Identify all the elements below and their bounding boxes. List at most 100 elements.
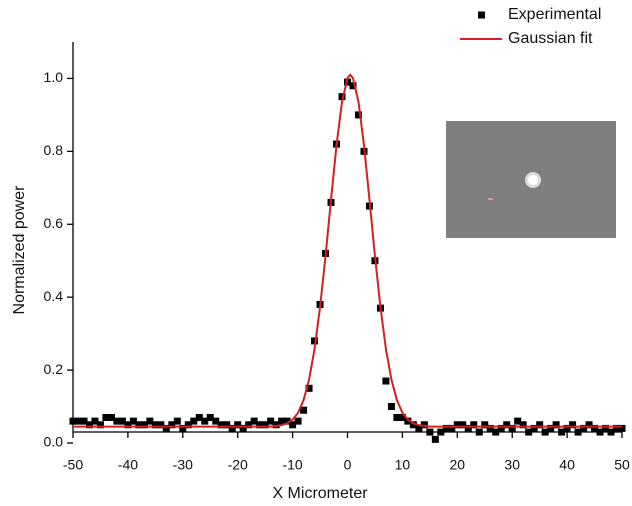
data-point bbox=[470, 421, 478, 429]
data-point bbox=[201, 417, 209, 425]
data-point bbox=[547, 424, 555, 432]
data-point bbox=[283, 417, 291, 425]
data-point bbox=[311, 337, 319, 345]
data-point bbox=[503, 421, 511, 429]
data-point bbox=[267, 417, 275, 425]
data-point bbox=[234, 421, 242, 429]
data-point bbox=[596, 428, 604, 436]
data-point bbox=[492, 428, 500, 436]
data-point bbox=[217, 421, 225, 429]
data-point bbox=[157, 421, 165, 429]
data-point bbox=[300, 406, 308, 414]
data-point bbox=[580, 424, 588, 432]
data-point bbox=[497, 424, 505, 432]
data-point bbox=[289, 421, 297, 429]
data-point bbox=[278, 417, 286, 425]
data-point bbox=[448, 424, 456, 432]
data-point bbox=[481, 421, 489, 429]
data-point bbox=[272, 421, 280, 429]
data-point bbox=[519, 421, 527, 429]
data-point bbox=[250, 417, 258, 425]
data-point bbox=[536, 421, 544, 429]
data-point bbox=[294, 417, 302, 425]
x-tick-label: -50 bbox=[63, 457, 83, 473]
data-point bbox=[151, 421, 159, 429]
x-tick-label: 0 bbox=[344, 457, 352, 473]
data-point bbox=[591, 424, 599, 432]
data-point bbox=[129, 417, 137, 425]
data-point bbox=[184, 421, 192, 429]
data-point bbox=[91, 417, 99, 425]
data-point bbox=[245, 421, 253, 429]
data-point bbox=[459, 421, 467, 429]
x-tick-label: -10 bbox=[282, 457, 302, 473]
x-tick-label: -20 bbox=[228, 457, 248, 473]
data-point bbox=[146, 417, 154, 425]
legend-marker bbox=[478, 11, 485, 19]
y-tick-label: 0.2 bbox=[44, 361, 64, 377]
data-point bbox=[74, 417, 82, 425]
data-point bbox=[173, 417, 181, 425]
data-point bbox=[223, 421, 231, 429]
data-point bbox=[431, 435, 439, 443]
data-point bbox=[124, 421, 132, 429]
data-point bbox=[426, 428, 434, 436]
data-point bbox=[415, 424, 423, 432]
data-point bbox=[102, 413, 110, 421]
x-tick-label: 10 bbox=[395, 457, 411, 473]
data-point bbox=[514, 417, 522, 425]
x-axis-label: X Micrometer bbox=[272, 485, 368, 502]
data-point bbox=[256, 421, 264, 429]
x-tick-label: 20 bbox=[450, 457, 466, 473]
data-point bbox=[541, 428, 549, 436]
data-point bbox=[85, 421, 93, 429]
y-axis-label: Normalized power bbox=[11, 185, 28, 315]
data-point bbox=[206, 413, 214, 421]
data-point bbox=[607, 428, 615, 436]
data-point bbox=[239, 424, 247, 432]
x-tick-label: 40 bbox=[559, 457, 575, 473]
data-point bbox=[393, 413, 401, 421]
data-point bbox=[179, 424, 187, 432]
inset-image bbox=[446, 121, 616, 238]
data-point bbox=[574, 428, 582, 436]
data-point bbox=[404, 417, 412, 425]
data-point bbox=[162, 424, 170, 432]
data-point bbox=[486, 424, 494, 432]
data-point bbox=[464, 424, 472, 432]
data-point bbox=[387, 403, 395, 411]
data-point bbox=[135, 421, 143, 429]
data-point bbox=[69, 417, 77, 425]
data-point bbox=[190, 417, 198, 425]
data-point bbox=[442, 424, 450, 432]
x-tick-label: -40 bbox=[118, 457, 138, 473]
data-point bbox=[563, 424, 571, 432]
data-point bbox=[382, 377, 390, 385]
data-point bbox=[569, 421, 577, 429]
data-point bbox=[508, 424, 516, 432]
data-point bbox=[80, 417, 88, 425]
data-point bbox=[96, 421, 104, 429]
data-point bbox=[602, 424, 610, 432]
data-point bbox=[530, 424, 538, 432]
legend-label: Gaussian fit bbox=[508, 30, 593, 47]
y-tick-label: 0.4 bbox=[44, 288, 64, 304]
data-point bbox=[552, 421, 560, 429]
data-point bbox=[420, 421, 428, 429]
data-point bbox=[168, 421, 176, 429]
legend-label: Experimental bbox=[508, 6, 601, 23]
data-point bbox=[613, 424, 621, 432]
data-point bbox=[525, 428, 533, 436]
data-point bbox=[618, 424, 626, 432]
data-point bbox=[118, 417, 126, 425]
data-point bbox=[338, 93, 346, 101]
y-tick-label: 0.6 bbox=[44, 215, 64, 231]
data-point bbox=[212, 417, 220, 425]
data-point bbox=[453, 421, 461, 429]
y-tick-label: 1.0 bbox=[44, 69, 64, 85]
data-point bbox=[475, 428, 483, 436]
data-point bbox=[398, 413, 406, 421]
data-point bbox=[107, 413, 115, 421]
x-tick-label: 50 bbox=[614, 457, 630, 473]
